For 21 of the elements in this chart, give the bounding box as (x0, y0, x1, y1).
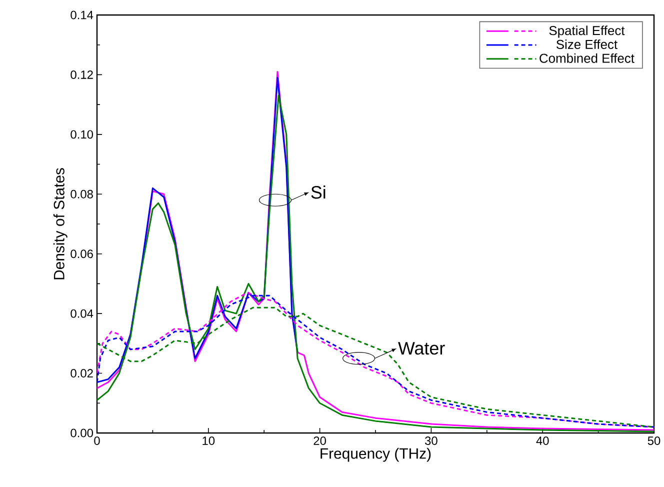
x-tick-label: 50 (648, 436, 660, 445)
y-tick-label: 0.10 (70, 130, 94, 139)
legend-label: Size Effect (556, 40, 618, 50)
legend-label: Spatial Effect (549, 26, 625, 38)
legend-label: Combined Effect (540, 53, 634, 63)
y-tick-label: 0.14 (70, 10, 94, 20)
y-tick-label: 0.08 (70, 190, 93, 198)
y-tick-label: 0.06 (70, 250, 93, 258)
y-axis-title: Density of States (53, 168, 68, 280)
x-tick-label: 40 (536, 436, 549, 445)
x-tick-label: 10 (202, 436, 215, 445)
y-tick-label: 0.04 (70, 309, 94, 318)
x-tick-label: 30 (425, 436, 438, 445)
annotation: Si (311, 186, 326, 199)
y-tick-label: 0.00 (70, 428, 94, 438)
annotation: Water (398, 342, 445, 355)
y-tick-label: 0.02 (70, 369, 93, 378)
y-tick-label: 0.12 (70, 70, 93, 79)
x-axis-title: Frequency (THz) (320, 448, 431, 462)
x-tick-label: 0 (94, 436, 100, 445)
x-tick-label: 20 (314, 436, 326, 445)
